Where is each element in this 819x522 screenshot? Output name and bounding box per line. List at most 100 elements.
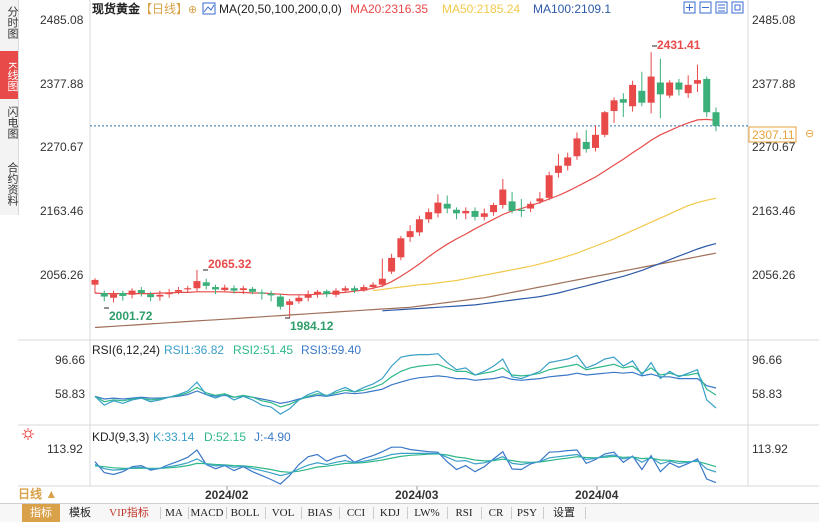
candle [397, 235, 405, 261]
kdj-d-line [94, 453, 717, 473]
candles [91, 52, 720, 318]
candle [406, 225, 414, 242]
price-axis-left-2: 2270.67 [40, 140, 84, 154]
candle [184, 285, 192, 293]
candle [332, 288, 340, 298]
candle [267, 290, 275, 302]
candle [564, 152, 572, 171]
left-sidebar: 分时图 K线图 闪电图 合约资料 [0, 0, 19, 215]
shrink-icon[interactable] [699, 1, 712, 14]
rsi3-label: RSI3:59.40 [301, 343, 361, 357]
candle [601, 111, 609, 138]
candle [693, 64, 701, 93]
rsi-axis-left-0: 96.66 [55, 353, 85, 367]
candle [221, 284, 229, 293]
tab-ma[interactable]: MA [165, 507, 183, 519]
kdj-settings-icon[interactable] [22, 428, 34, 440]
candle [629, 80, 637, 112]
candle [545, 171, 553, 201]
current-price-label: 2307.11 [752, 128, 795, 142]
ma50-label: MA50:2185.24 [442, 2, 520, 16]
price-axis-left-3: 2163.46 [40, 204, 84, 218]
candle [249, 287, 257, 295]
candle [480, 208, 488, 221]
candle [388, 253, 396, 274]
candle [536, 191, 544, 204]
candle [499, 178, 507, 209]
tab-indicators[interactable]: 指标 [22, 504, 60, 522]
candle [378, 258, 386, 288]
candle [619, 93, 627, 117]
candle [202, 278, 210, 290]
price-axis-left-0: 2485.08 [40, 13, 84, 27]
rsi1-label: RSI1:36.82 [164, 343, 224, 357]
ma100-line [382, 243, 717, 312]
expand-icon[interactable] [683, 1, 696, 14]
candle [119, 290, 127, 301]
candle [647, 52, 655, 114]
candle [369, 282, 377, 290]
tab-vol[interactable]: VOL [271, 507, 295, 519]
maximize-icon[interactable] [731, 1, 744, 14]
period-selector[interactable]: 日线 ▲ [18, 487, 58, 501]
candle [610, 97, 618, 123]
annotation-mid-high: 2065.32 [208, 257, 252, 271]
candle [527, 201, 535, 213]
tab-rsi[interactable]: RSI [455, 507, 473, 519]
rsi-axis-left-1: 58.83 [55, 387, 85, 401]
candle [490, 202, 498, 216]
candle [211, 284, 219, 295]
kdj-axis-right-0: 113.92 [752, 442, 788, 456]
price-axis-left-4: 2056.26 [40, 268, 84, 282]
candle [295, 295, 303, 304]
tab-macd[interactable]: MACD [190, 507, 224, 519]
alert-icon[interactable]: ⊖ [805, 128, 814, 140]
ma-lines [94, 118, 717, 329]
settings-icon[interactable]: ⊕ [188, 4, 197, 16]
tab-templates[interactable]: 模板 [69, 507, 91, 519]
candle [656, 58, 664, 119]
candle [471, 207, 479, 221]
candle [230, 285, 238, 294]
rsi-axis-right-0: 96.66 [752, 353, 782, 367]
tab-settings[interactable]: 设置 [553, 507, 575, 519]
tab-vip-indicators[interactable]: VIP指标 [109, 507, 149, 519]
tab-lw[interactable]: LW% [414, 507, 440, 519]
date-label-0: 2024/02 [205, 488, 249, 502]
candle [443, 195, 451, 214]
kdj-k-line [94, 452, 717, 477]
reset-icon[interactable] [715, 1, 728, 14]
candle [666, 80, 674, 98]
sidebar-item-contract-info[interactable]: 合约资料 [6, 162, 18, 206]
rsi2-label: RSI2:51.45 [233, 343, 293, 357]
tab-boll[interactable]: BOLL [230, 507, 260, 519]
kdj-axis-left-0: 113.92 [47, 442, 83, 456]
price-axis-right-3: 2163.46 [752, 204, 796, 218]
sidebar-item-timeshare[interactable]: 分时图 [6, 5, 18, 39]
sidebar-item-kline[interactable]: K线图 [0, 51, 18, 99]
candle [156, 290, 164, 301]
candle [174, 287, 182, 295]
tab-psy[interactable]: PSY [516, 507, 538, 519]
price-axis-right-4: 2056.26 [752, 268, 796, 282]
candle [508, 191, 516, 214]
candle [323, 289, 331, 298]
tab-kdj[interactable]: KDJ [379, 507, 401, 519]
candle [592, 125, 600, 152]
rsi3-line [94, 371, 717, 405]
kdj-lines [94, 446, 717, 485]
candle [286, 298, 294, 318]
kdj-j-line [94, 446, 717, 485]
indicator-icon[interactable] [202, 2, 216, 15]
kdj-k-label: K:33.14 [153, 430, 195, 444]
tab-cci[interactable]: CCI [346, 507, 366, 519]
tab-cr[interactable]: CR [488, 507, 504, 519]
kdj-j-label: J:-4.90 [254, 430, 291, 444]
kline-chart[interactable]: 现货黄金 【日线】 ⊕ MA(20,50,100,200,0,0) MA20:2… [0, 0, 819, 503]
ma50-line [373, 197, 717, 292]
sidebar-item-flash[interactable]: 闪电图 [6, 105, 18, 139]
date-label-2: 2024/04 [575, 488, 619, 502]
tab-bias[interactable]: BIAS [307, 507, 333, 519]
candle [147, 291, 155, 302]
ma-params: MA(20,50,100,200,0,0) [219, 2, 342, 16]
